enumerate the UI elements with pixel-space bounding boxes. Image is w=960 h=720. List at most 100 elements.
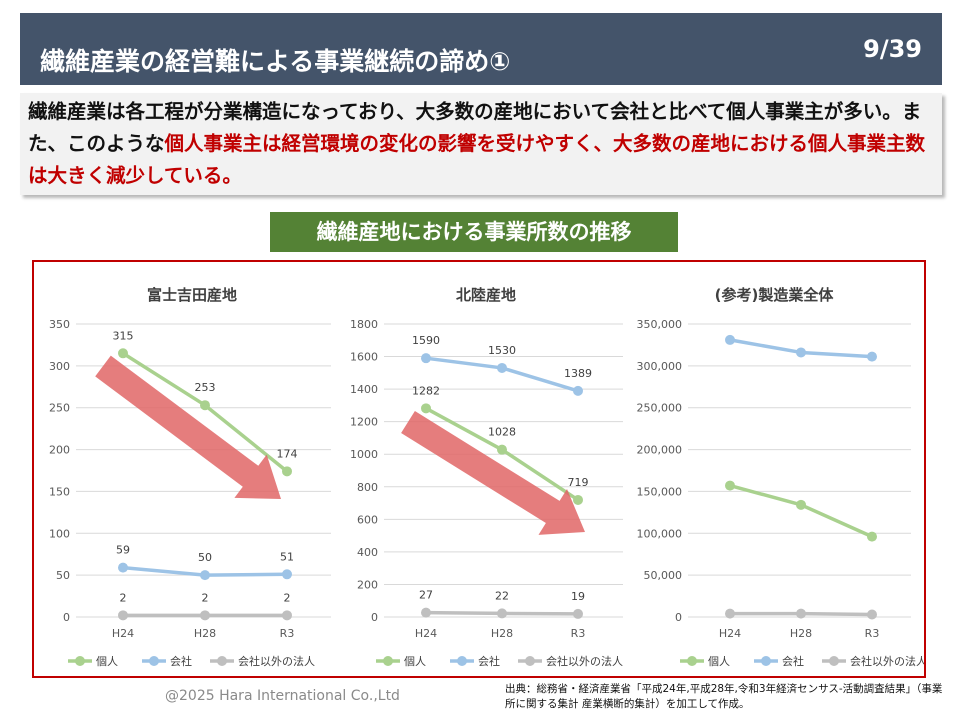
data-point-kojin xyxy=(497,444,507,455)
data-label: 1590 xyxy=(412,334,440,347)
data-label: 59 xyxy=(116,544,130,557)
legend-marker-kojin xyxy=(383,656,393,666)
y-tick-label: 400 xyxy=(357,546,378,559)
y-tick-label: 200,000 xyxy=(637,444,683,457)
chart-title: 富士吉田産地 xyxy=(147,286,237,304)
data-label: 1028 xyxy=(488,426,516,439)
summary-text-highlight: 個人事業主は経営環境の変化の影響を受けやすく、大多数の産地における個人事業主数は… xyxy=(28,132,926,187)
data-point-kaisha xyxy=(200,570,210,581)
x-tick-label: R3 xyxy=(571,627,586,640)
y-tick-label: 1200 xyxy=(350,416,378,429)
page-number: 9/39 xyxy=(863,35,922,63)
data-point-hojin xyxy=(118,610,128,621)
chart-frame: 富士吉田産地 0 50 100 150 200 250 300 350 H24 H28 R3 315 25… xyxy=(32,260,927,678)
legend-marker-hojin xyxy=(829,656,839,666)
data-label: 19 xyxy=(571,590,585,603)
data-point-kojin xyxy=(282,466,292,477)
y-tick-label: 200 xyxy=(49,444,70,457)
page-title: 繊維産業の経営難による事業継続の諦め① xyxy=(40,47,511,76)
legend-label-kaisha: 会社 xyxy=(782,654,804,668)
x-tick-label: H24 xyxy=(719,627,741,640)
data-point-kaisha xyxy=(796,347,806,358)
data-point-kaisha xyxy=(725,334,735,345)
data-point-kojin xyxy=(867,531,877,542)
legend-label-hojin: 会社以外の法人 xyxy=(546,654,623,668)
y-tick-label: 350 xyxy=(49,318,70,331)
legend-marker-kaisha xyxy=(761,656,771,666)
data-point-kaisha xyxy=(573,385,583,396)
data-point-hojin xyxy=(796,608,806,619)
title-bar: 繊維産業の経営難による事業継続の諦め① 9/39 xyxy=(20,13,942,85)
legend-label-kaisha: 会社 xyxy=(478,654,500,668)
legend-label-hojin: 会社以外の法人 xyxy=(850,654,924,668)
y-tick-label: 50 xyxy=(56,569,70,582)
data-label: 51 xyxy=(280,550,294,563)
summary-text: 繊維産業は各工程が分業構造になっており、大多数の産地において会社と比べて個人事業… xyxy=(28,96,938,192)
summary-box: 繊維産業は各工程が分業構造になっており、大多数の産地において会社と比べて個人事業… xyxy=(20,93,942,195)
source-note: 出典：総務省・経済産業省「平成24年,平成28年,令和3年経済センサス-活動調査… xyxy=(505,683,943,710)
x-tick-label: H24 xyxy=(415,627,437,640)
y-tick-label: 250,000 xyxy=(637,402,683,415)
y-tick-label: 600 xyxy=(357,513,378,526)
x-tick-label: H28 xyxy=(491,627,513,640)
data-label: 27 xyxy=(419,589,433,602)
legend-marker-kojin xyxy=(75,656,85,666)
decline-arrow xyxy=(401,411,585,535)
legend-marker-kaisha xyxy=(457,656,467,666)
data-point-kaisha xyxy=(421,353,431,364)
data-point-kojin xyxy=(118,348,128,359)
x-tick-label: R3 xyxy=(280,627,295,640)
data-point-kaisha xyxy=(282,569,292,580)
data-point-hojin xyxy=(282,610,292,621)
legend-label-kojin: 個人 xyxy=(96,655,118,668)
chart-title: 北陸産地 xyxy=(456,286,516,304)
x-tick-label: H24 xyxy=(112,627,134,640)
section-title: 繊維産地における事業所数の推移 xyxy=(270,212,678,252)
y-tick-label: 1000 xyxy=(350,448,378,461)
y-tick-label: 150,000 xyxy=(637,485,683,498)
data-label: 1282 xyxy=(412,384,440,397)
legend-marker-kaisha xyxy=(149,656,159,666)
y-tick-label: 0 xyxy=(63,611,70,624)
y-tick-label: 200 xyxy=(357,578,378,591)
legend-label-kojin: 個人 xyxy=(404,655,426,668)
y-tick-label: 1800 xyxy=(350,318,378,331)
summary-text-normal: 繊維産業は各工程が分業構造になっており、大多数の産地において会社と比べて個人事業… xyxy=(28,100,922,155)
x-tick-label: H28 xyxy=(790,627,812,640)
data-label: 22 xyxy=(495,589,509,602)
data-label: 2 xyxy=(120,591,127,604)
data-label: 2 xyxy=(202,591,209,604)
decline-arrow xyxy=(95,355,281,499)
data-point-kaisha xyxy=(497,362,507,373)
series-line-kojin xyxy=(729,483,873,539)
y-tick-label: 300,000 xyxy=(637,360,683,373)
data-point-kojin xyxy=(725,480,735,491)
y-tick-label: 350,000 xyxy=(637,318,683,331)
legend-label-kaisha: 会社 xyxy=(170,654,192,668)
data-point-kojin xyxy=(796,499,806,510)
data-point-kojin xyxy=(421,403,431,414)
chart-title: (参考)製造業全体 xyxy=(715,286,835,304)
legend-label-kojin: 個人 xyxy=(708,655,730,668)
y-tick-label: 100,000 xyxy=(637,527,683,540)
data-point-kaisha xyxy=(118,562,128,573)
data-point-hojin xyxy=(867,609,877,620)
y-tick-label: 150 xyxy=(49,485,70,498)
legend-marker-kojin xyxy=(687,656,697,666)
data-point-hojin xyxy=(725,608,735,619)
legend-marker-hojin xyxy=(525,656,535,666)
x-tick-label: H28 xyxy=(194,627,216,640)
data-label: 315 xyxy=(113,329,134,342)
data-point-kojin xyxy=(200,400,210,411)
data-point-kojin xyxy=(573,494,583,505)
y-tick-label: 100 xyxy=(49,527,70,540)
data-label: 2 xyxy=(284,591,291,604)
y-tick-label: 0 xyxy=(371,611,378,624)
legend-label-hojin: 会社以外の法人 xyxy=(238,654,315,668)
data-label: 1389 xyxy=(564,367,592,380)
data-point-kaisha xyxy=(867,351,877,362)
data-label: 50 xyxy=(198,551,212,564)
y-tick-label: 250 xyxy=(49,402,70,415)
y-tick-label: 0 xyxy=(675,611,682,624)
